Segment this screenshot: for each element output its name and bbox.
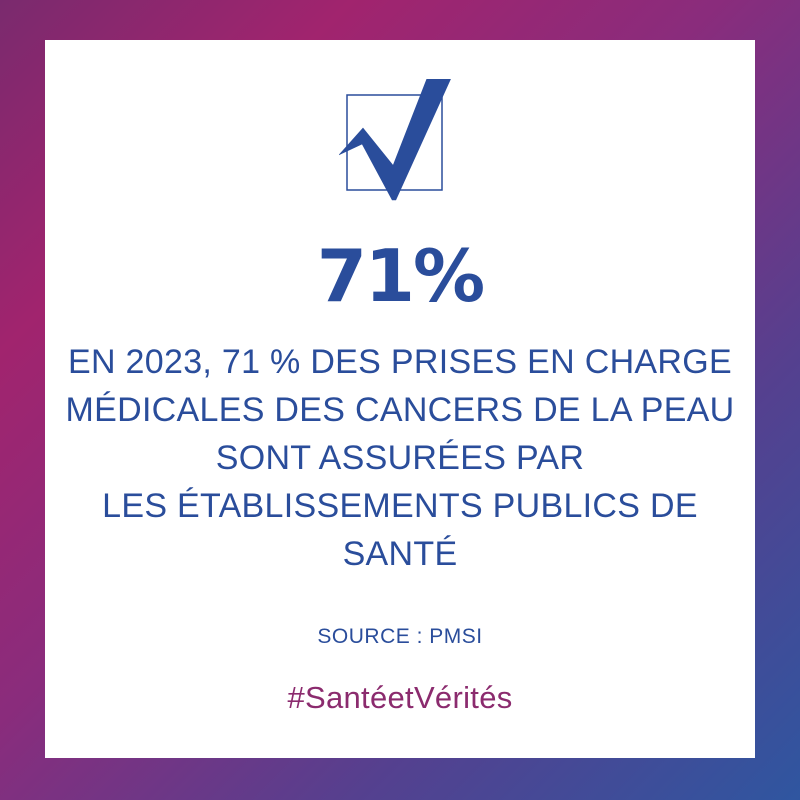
source-label: SOURCE : PMSI bbox=[317, 625, 483, 648]
description-line: EN 2023, 71 % DES PRISES EN CHARGE bbox=[67, 343, 732, 381]
check-tick bbox=[339, 79, 451, 201]
percentage-stat: 71% bbox=[316, 234, 485, 318]
description-line: MÉDICALES DES CANCERS DE LA PEAU bbox=[65, 391, 735, 429]
checkmark-icon bbox=[339, 79, 461, 211]
hashtag-label: #SantéetVérités bbox=[287, 680, 513, 715]
description-line: SANTÉ bbox=[342, 535, 458, 573]
description-line: LES ÉTABLISSEMENTS PUBLICS DE bbox=[102, 487, 698, 525]
description-line: SONT ASSURÉES PAR bbox=[215, 439, 585, 477]
description-text: EN 2023, 71 % DES PRISES EN CHARGE MÉDIC… bbox=[45, 338, 755, 578]
info-card: 71% EN 2023, 71 % DES PRISES EN CHARGE M… bbox=[45, 40, 755, 758]
